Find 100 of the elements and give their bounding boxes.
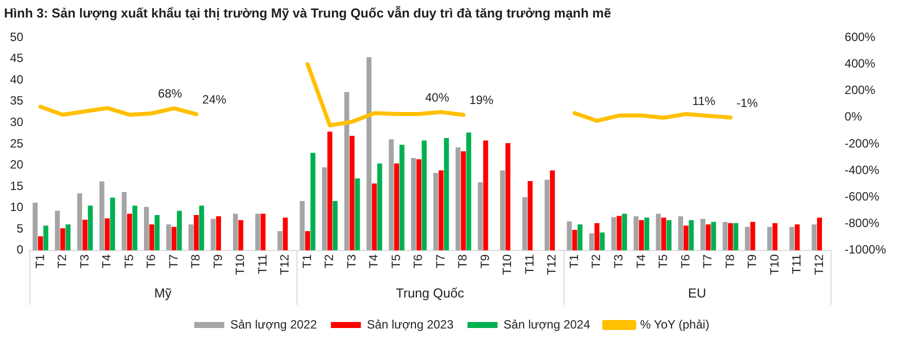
text: Mỹ: [154, 286, 172, 301]
bar: [172, 226, 176, 250]
bar: [255, 214, 260, 250]
x-tick-label: T6: [411, 254, 426, 268]
bar: [566, 221, 572, 250]
bar: [505, 143, 510, 250]
bar: [544, 180, 550, 250]
data-label: 11%: [692, 94, 716, 108]
bar: [812, 224, 817, 250]
y2-tick-label: -200%: [844, 136, 880, 150]
bar: [422, 140, 427, 250]
bar: [350, 136, 355, 250]
bar: [149, 224, 154, 250]
bar: [77, 193, 82, 250]
bar: [38, 236, 43, 250]
bar: [622, 214, 627, 250]
bar: [750, 222, 756, 250]
bar: [438, 170, 444, 250]
x-tick-label: T3: [77, 254, 92, 268]
bar: [661, 218, 666, 250]
x-tick-label: T11: [522, 254, 536, 274]
x-tick-label: T8: [456, 254, 470, 268]
y-tick-label: 5: [16, 221, 24, 236]
bar: [600, 232, 605, 250]
data-label: 24%: [202, 92, 227, 106]
x-tick-label: T3: [344, 254, 358, 268]
x-tick-label: T8: [722, 254, 737, 268]
bar: [678, 216, 684, 250]
bar: [644, 218, 650, 250]
bar: [638, 220, 644, 250]
text: Trung Quốc: [396, 286, 465, 301]
bar: [550, 170, 555, 250]
y-tick-label: 0: [16, 242, 24, 257]
bar: [466, 132, 472, 250]
x-tick-label: T5: [122, 254, 136, 268]
bar: [456, 147, 460, 250]
bar: [322, 167, 327, 250]
x-tick-label: T4: [634, 254, 648, 268]
x-tick-label: T2: [55, 254, 70, 268]
y-tick-label: 30: [10, 115, 24, 129]
x-tick-label: T12: [812, 254, 826, 276]
x-tick-label: T10: [233, 254, 248, 276]
y2-tick-label: 0%: [844, 110, 862, 124]
data-label: 68%: [158, 86, 182, 101]
x-tick-label: T9: [210, 254, 225, 268]
y2-tick-label: 200%: [844, 83, 876, 98]
bar: [332, 200, 338, 250]
bar: [733, 223, 738, 250]
data-label: -1%: [736, 96, 758, 110]
bar: [722, 222, 728, 250]
x-tick-label: T12: [278, 254, 292, 276]
bar: [216, 216, 221, 250]
legend-label: Sản lượng 2024: [504, 317, 590, 332]
x-tick-label: T6: [678, 254, 692, 268]
y-tick-label: 15: [10, 178, 24, 193]
bar: [711, 222, 716, 250]
y2-tick-label: -400%: [844, 162, 880, 177]
x-tick-label: T5: [656, 254, 670, 268]
bar: [394, 164, 400, 250]
x-tick-label: T9: [745, 254, 760, 268]
x-tick-label: T1: [300, 254, 314, 268]
x-tick-label: T7: [700, 254, 715, 268]
bar: [154, 215, 160, 250]
bar: [500, 170, 506, 250]
legend-label: Sản lượng 2023: [366, 317, 454, 332]
bar: [66, 224, 71, 250]
bar: [377, 164, 382, 250]
bar: [656, 214, 661, 250]
x-tick-label: T4: [366, 254, 381, 268]
chart-title: Hình 3: Sản lượng xuất khẩu tại thị trường Mỹ và Trung Quốc vẫn duy trì đà tăng trưởng mạnh mẽ: [4, 5, 612, 20]
bar: [188, 224, 194, 250]
text: EU: [688, 286, 706, 301]
x-tick-label: T10: [767, 254, 782, 276]
y2-tick-label: -600%: [844, 189, 880, 204]
bar: [366, 57, 372, 250]
bar: [817, 218, 822, 250]
y2-tick-label: 600%: [844, 30, 876, 44]
x-tick-label: T8: [188, 254, 203, 268]
bar: [210, 218, 216, 250]
bar: [706, 224, 711, 250]
bar: [444, 138, 449, 250]
bar: [616, 216, 622, 250]
bar: [767, 226, 772, 250]
bar: [144, 206, 149, 250]
x-tick-label: T2: [589, 254, 604, 268]
data-label: 40%: [425, 90, 450, 104]
bar: [478, 182, 483, 250]
bar: [572, 230, 578, 250]
bar: [176, 210, 182, 250]
bar: [354, 178, 360, 250]
y2-tick-label: 400%: [844, 56, 876, 71]
bar: [310, 152, 316, 250]
bar: [199, 206, 204, 250]
bar: [282, 218, 288, 250]
legend-label: % YoY (phải): [640, 317, 710, 332]
x-tick-label: T12: [544, 254, 559, 276]
bar: [110, 198, 116, 250]
bar: [43, 226, 48, 250]
bar: [122, 192, 127, 250]
bar: [688, 220, 694, 250]
